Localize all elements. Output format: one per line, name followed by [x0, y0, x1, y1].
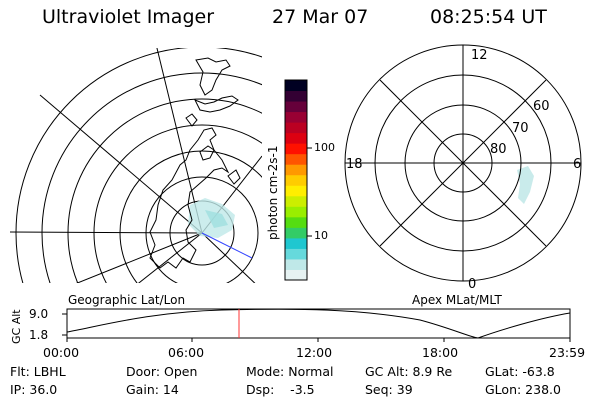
colorbar-segment [285, 269, 307, 281]
colorbar-ticks [307, 147, 312, 237]
colorbar-segment [285, 174, 307, 186]
filter-readout: Flt: LBHL [10, 364, 66, 379]
apex-lat-70: 70 [512, 121, 529, 136]
glon-readout: GLon: 238.0 [485, 382, 561, 397]
geographic-map [9, 48, 262, 283]
coastline [193, 95, 239, 113]
geo-satellite-track [201, 232, 253, 259]
alt-xtick-1800: 18:00 [422, 345, 458, 360]
dsp-readout: Dsp: -3.5 [246, 382, 315, 397]
apex-map-caption: Apex MLat/MLT [412, 293, 502, 307]
alt-xtick-0600: 06:00 [168, 345, 204, 360]
time-label: 08:25:54 UT [430, 6, 547, 28]
geo-meridian [138, 232, 203, 283]
colorbar-segment [285, 111, 307, 123]
geo-lat-circle [41, 72, 262, 283]
geo-meridian [39, 94, 203, 234]
colorbar-segment [285, 258, 307, 270]
colorbar-segment [285, 80, 307, 92]
coastline [227, 169, 241, 185]
geo-lat-circle [93, 124, 262, 283]
colorbar-segment [285, 237, 307, 249]
colorbar-axis-label: photon cm-2s-1 [266, 146, 280, 241]
coastline [199, 145, 215, 161]
alt-xtick-0000: 00:00 [43, 345, 79, 360]
geo-map-caption: Geographic Lat/Lon [68, 293, 185, 307]
apex-diagonal [379, 79, 547, 247]
geo-lat-circle [67, 98, 262, 283]
gc-alt-readout: GC Alt: 8.9 Re [365, 364, 453, 379]
colorbar-segment [285, 185, 307, 197]
colorbar-segment [285, 216, 307, 228]
colorbar-segment [285, 122, 307, 134]
colorbar-frame [284, 79, 308, 281]
alt-xtick-2359: 23:59 [549, 345, 585, 360]
gain-readout: Gain: 14 [126, 382, 179, 397]
altitude-plot: 9.0 1.8 GC Alt 00:00 06:00 12:00 18:00 2… [10, 307, 585, 360]
colorbar-segment [285, 206, 307, 218]
colorbar-segment [285, 101, 307, 113]
date-label: 27 Mar 07 [272, 6, 369, 28]
coastline [149, 127, 230, 269]
colorbar-tick-100: 100 [314, 141, 335, 154]
colorbar-segment [285, 195, 307, 207]
instrument-title: Ultraviolet Imager [42, 6, 215, 28]
colorbar [285, 80, 307, 281]
seq-readout: Seq: 39 [365, 382, 413, 397]
apex-aurora-patch [517, 166, 534, 204]
apex-mlt-6: 6 [573, 157, 581, 172]
geo-lat-circle [15, 48, 262, 283]
apex-mlt-18: 18 [346, 157, 363, 172]
geo-meridian [9, 231, 203, 234]
coastline [195, 57, 231, 96]
colorbar-tick-10: 10 [314, 229, 328, 242]
colorbar-segment [285, 143, 307, 155]
coastline [185, 113, 198, 127]
colorbar-segment [285, 248, 307, 260]
apex-mlt-0: 0 [468, 277, 476, 292]
alt-curve [66, 308, 571, 339]
colorbar-segment [285, 153, 307, 165]
geo-meridian [76, 232, 203, 283]
colorbar-segment [285, 132, 307, 144]
door-readout: Door: Open [126, 364, 198, 379]
alt-ytick-1.8: 1.8 [29, 328, 48, 342]
alt-xtick-1200: 12:00 [296, 345, 332, 360]
alt-ylabel: GC Alt [10, 309, 23, 344]
geo-meridian [156, 48, 203, 234]
apex-lat-80: 80 [490, 142, 507, 157]
apex-lat-60: 60 [533, 99, 550, 114]
alt-ytick-9: 9.0 [29, 307, 48, 321]
colorbar-segment [285, 164, 307, 176]
ip-readout: IP: 36.0 [10, 382, 58, 397]
colorbar-segment [285, 227, 307, 239]
glat-readout: GLat: -63.8 [485, 364, 555, 379]
apex-mlt-12: 12 [471, 48, 488, 63]
alt-plot-frame [66, 308, 571, 339]
colorbar-segment [285, 90, 307, 102]
apex-polar-plot: 12 18 6 0 60 70 80 [344, 44, 582, 292]
mode-readout: Mode: Normal [246, 364, 334, 379]
geo-meridian [201, 232, 256, 283]
